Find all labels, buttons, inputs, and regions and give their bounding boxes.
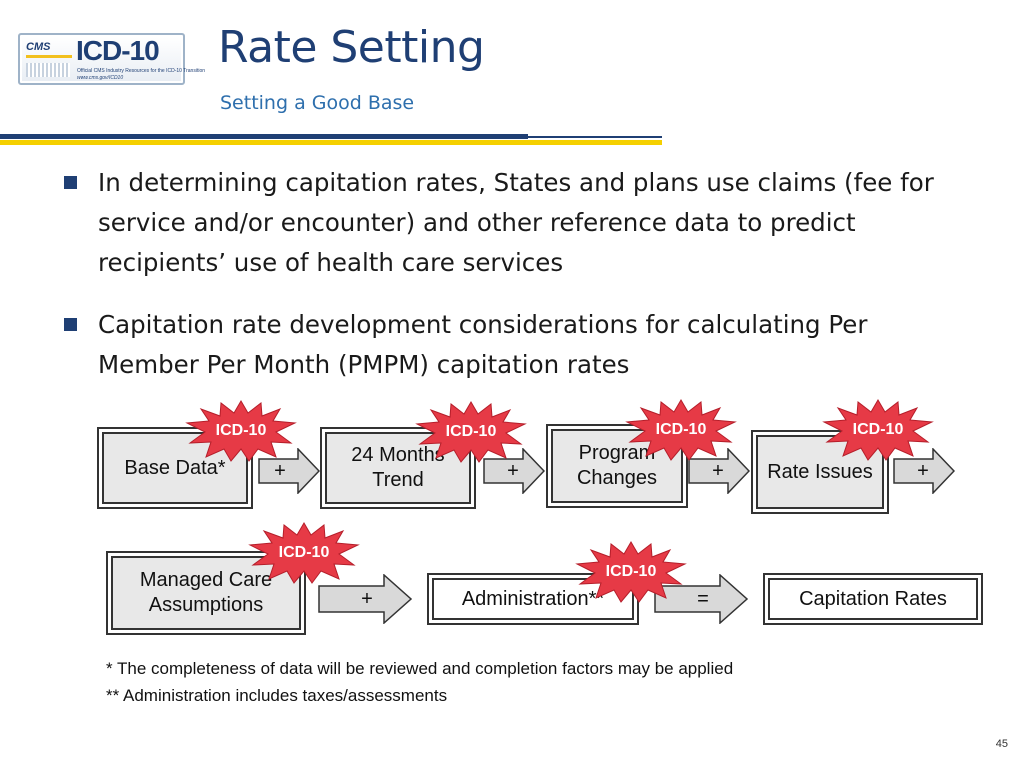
plus-arrow: + [483, 448, 545, 494]
right-arrow-icon [654, 574, 748, 624]
starburst-icon [415, 401, 527, 463]
slide-subtitle: Setting a Good Base [220, 92, 415, 114]
icd10-badge: ICD-10 [185, 399, 297, 463]
bullet-item: Capitation rate development consideratio… [64, 305, 944, 389]
icd10-logo: CMS ICD-10 Official CMS Industry Resourc… [18, 33, 205, 85]
flow-box-label: Program Changes [576, 442, 658, 489]
icd10-badge: ICD-10 [625, 398, 737, 462]
flow-box-managed-care: Managed Care Assumptions [111, 556, 301, 630]
flow-box-capitation-rates: Capitation Rates [768, 578, 978, 620]
badge-label: ICD-10 [605, 563, 657, 580]
plus-arrow: + [688, 448, 750, 494]
flow-box-label: Capitation Rates [799, 587, 947, 610]
icd10-badge: ICD-10 [575, 540, 687, 604]
bullet-text: In determining capitation rates, States … [98, 168, 934, 277]
bullet-square-icon [64, 318, 77, 331]
badge-label: ICD-10 [852, 421, 904, 438]
operator-label: = [697, 587, 709, 610]
badge-label: ICD-10 [445, 423, 497, 440]
badge-label: ICD-10 [655, 421, 707, 438]
right-arrow-icon [688, 448, 750, 494]
right-arrow-icon [318, 574, 412, 624]
footnote: ** Administration includes taxes/assessm… [106, 686, 448, 705]
flow-box-label: Rate Issues [767, 460, 873, 483]
header-rule-blue [0, 134, 528, 139]
badge-label: ICD-10 [215, 422, 267, 439]
icd10-badge: ICD-10 [248, 521, 360, 585]
operator-label: + [917, 459, 929, 482]
icd10-badge: ICD-10 [822, 398, 934, 462]
flow-box-label: Managed Care Assumptions [139, 569, 273, 616]
bullet-text: Capitation rate development consideratio… [98, 310, 868, 379]
operator-label: + [712, 459, 724, 482]
starburst-icon [625, 399, 737, 461]
starburst-icon [248, 522, 360, 584]
header-rule-yellow [0, 140, 662, 145]
flow-box-label: Administration** [461, 587, 605, 610]
starburst-icon [575, 541, 687, 603]
icd10-badge: ICD-10 [415, 400, 527, 464]
bullet-square-icon [64, 176, 77, 189]
logo-url: www.cms.gov/ICD10 [77, 75, 124, 81]
plus-arrow: + [258, 448, 320, 494]
logo-tagline: Official CMS Industry Resources for the … [77, 68, 206, 74]
flow-box-label: Base Data* [124, 456, 226, 479]
operator-label: + [507, 459, 519, 482]
flow-box-label: 24 Months Trend [351, 444, 445, 491]
operator-label: + [361, 587, 373, 610]
starburst-icon [185, 400, 297, 462]
right-arrow-icon [893, 448, 955, 494]
footnote: * The completeness of data will be revie… [106, 659, 734, 678]
plus-arrow: + [318, 574, 412, 624]
slide-title: Rate Setting [218, 22, 485, 73]
plus-arrow: + [893, 448, 955, 494]
header-rule-blue-thin [528, 136, 662, 138]
badge-label: ICD-10 [278, 544, 330, 561]
page-number: 45 [995, 738, 1008, 750]
equals-arrow: = [654, 574, 748, 624]
cms-brand: CMS [26, 41, 51, 53]
operator-label: + [274, 459, 286, 482]
starburst-icon [822, 399, 934, 461]
logo-pattern [26, 63, 70, 77]
cms-accent-bar [26, 55, 72, 58]
icd10-mark: ICD-10 [76, 35, 160, 66]
bullet-item: In determining capitation rates, States … [64, 163, 944, 287]
right-arrow-icon [483, 448, 545, 494]
right-arrow-icon [258, 448, 320, 494]
